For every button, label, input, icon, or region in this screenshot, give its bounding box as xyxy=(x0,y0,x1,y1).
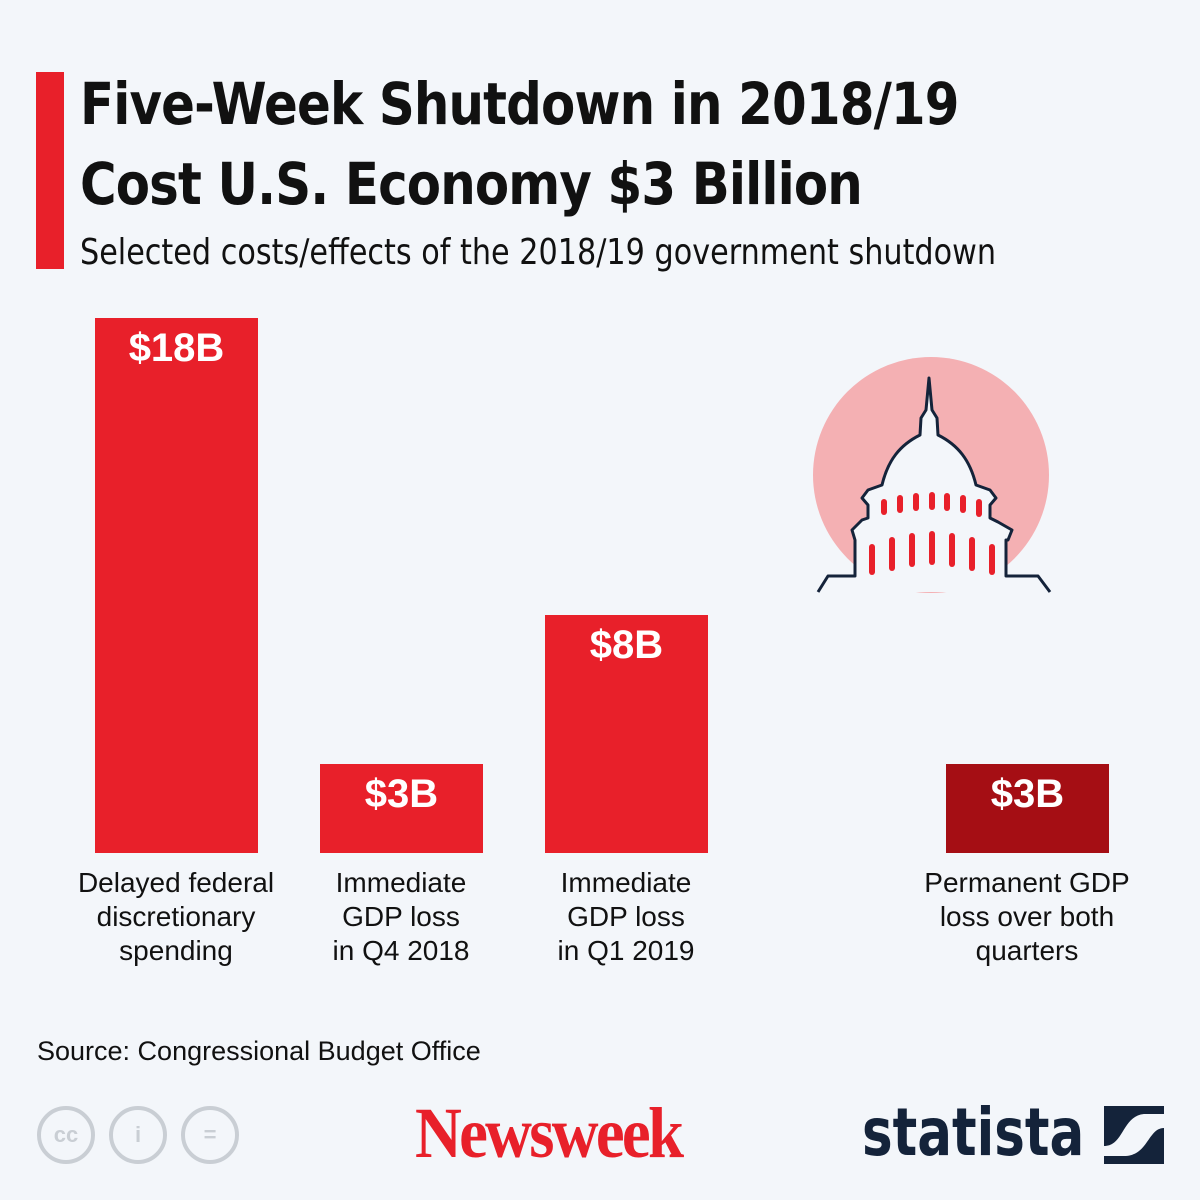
chart-subtitle: Selected costs/effects of the 2018/19 go… xyxy=(80,232,997,273)
category-label-line: in Q4 2018 xyxy=(332,935,470,966)
attribution-icon[interactable]: i xyxy=(109,1106,167,1164)
title-accent-bar xyxy=(36,72,64,269)
no-derivatives-icon[interactable]: = xyxy=(181,1106,239,1164)
source-note: Source: Congressional Budget Office xyxy=(37,1036,481,1066)
creative-commons-icon[interactable]: cc xyxy=(37,1106,95,1164)
data-label: $18B xyxy=(128,326,225,371)
category-label-line: Immediate xyxy=(560,867,692,898)
chart-title: Five-Week Shutdown in 2018/19 Cost U.S. … xyxy=(80,64,959,224)
category-label-line: spending xyxy=(119,935,233,966)
category-label: Permanent GDP loss over both quarters xyxy=(907,866,1147,968)
category-label-line: GDP loss xyxy=(342,901,460,932)
category-label: Immediate GDP loss in Q1 2019 xyxy=(506,866,746,968)
title-line-2: Cost U.S. Economy $3 Billion xyxy=(80,150,863,218)
category-label-line: Permanent GDP xyxy=(924,867,1130,898)
bar xyxy=(545,615,708,853)
category-label: Immediate GDP loss in Q4 2018 xyxy=(281,866,521,968)
category-label: Delayed federal discretionary spending xyxy=(56,866,296,968)
bar xyxy=(946,763,1109,853)
category-label-line: GDP loss xyxy=(567,901,685,932)
title-line-1: Five-Week Shutdown in 2018/19 xyxy=(80,70,959,138)
bar xyxy=(95,318,258,853)
category-label-line: in Q1 2019 xyxy=(557,935,695,966)
category-label-line: quarters xyxy=(975,935,1079,966)
statista-mark-icon xyxy=(1104,1106,1164,1164)
newsweek-logo: Newsweek xyxy=(415,1093,684,1173)
data-label: $3B xyxy=(364,771,439,816)
data-label: $3B xyxy=(990,771,1065,816)
category-label-line: loss over both xyxy=(939,901,1115,932)
capitol-dome-icon xyxy=(813,357,1052,593)
category-label-line: Immediate xyxy=(335,867,467,898)
statista-logo: statista xyxy=(862,1094,1085,1171)
bar xyxy=(320,763,483,853)
data-label: $8B xyxy=(589,623,664,668)
category-label-line: Delayed federal xyxy=(77,867,275,898)
category-label-line: discretionary xyxy=(96,901,256,932)
